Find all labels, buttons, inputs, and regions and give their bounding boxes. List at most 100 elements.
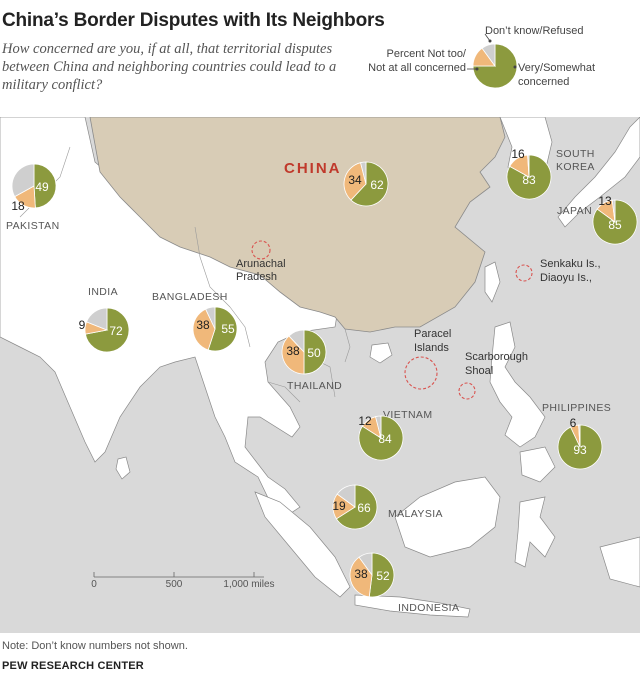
pie-indonesia: 52 38 bbox=[349, 552, 395, 598]
pie-japan-concerned-label: 85 bbox=[608, 218, 622, 232]
pie-philippines: 93 6 bbox=[557, 416, 603, 470]
label-philippines: PHILIPPINES bbox=[542, 402, 611, 414]
pie-vietnam-slice-dont-know bbox=[375, 415, 382, 439]
pie-china-slice-dont-know bbox=[360, 161, 367, 185]
pie-india-not-concerned-label: 9 bbox=[79, 318, 86, 332]
pie-philippines-not-concerned-label: 6 bbox=[570, 416, 577, 430]
pie-malaysia: 66 19 bbox=[332, 484, 378, 530]
land-taiwan bbox=[484, 261, 501, 303]
label-vietnam: VIETNAM bbox=[383, 409, 432, 421]
pie-vietnam-not-concerned-label: 12 bbox=[358, 414, 372, 428]
dispute-label-arunachal-1: Arunachal bbox=[236, 258, 286, 270]
scale-tick-1000: 1,000 miles bbox=[223, 579, 274, 590]
legend-concerned-2: concerned bbox=[518, 76, 569, 88]
pie-china: 62 34 bbox=[343, 161, 389, 207]
pie-china-not-concerned-label: 34 bbox=[348, 173, 362, 187]
pie-thailand-slice-dont-know bbox=[288, 329, 305, 354]
pie-thailand-not-concerned-label: 38 bbox=[286, 344, 300, 358]
pie-south-korea-slice-concerned bbox=[506, 154, 552, 200]
land-china bbox=[89, 117, 506, 333]
pie-indonesia-not-concerned-label: 38 bbox=[354, 567, 368, 581]
pie-japan-not-concerned-label: 13 bbox=[598, 194, 612, 208]
land-sulawesi bbox=[514, 496, 556, 568]
pie-pakistan: 49 18 bbox=[11, 163, 57, 213]
pie-vietnam-concerned-label: 84 bbox=[378, 432, 392, 446]
dispute-circle-paracel bbox=[404, 356, 438, 390]
dispute-label-senkaku-1: Senkaku Is., bbox=[540, 258, 601, 270]
dispute-markers bbox=[251, 240, 533, 400]
pie-bangladesh-concerned-label: 55 bbox=[221, 322, 235, 336]
label-japan: JAPAN bbox=[557, 205, 592, 217]
pie-pakistan-slice-concerned bbox=[33, 163, 57, 209]
pie-bangladesh-slice-dont-know bbox=[205, 306, 216, 330]
pie-india-slice-dont-know bbox=[86, 307, 108, 331]
pie-charts: 49 18 72 9 55 38 62 34 50 38 84 12 66 19 52 38 93 6 85 13 83… bbox=[11, 147, 638, 598]
label-indonesia: INDONESIA bbox=[398, 602, 459, 614]
land-newguinea bbox=[599, 536, 640, 588]
pie-malaysia-not-concerned-label: 19 bbox=[332, 499, 346, 513]
map: Arunachal Pradesh Senkaku Is., Diaoyu Is… bbox=[0, 117, 640, 633]
land-japan bbox=[557, 117, 640, 228]
dispute-circle-senkaku bbox=[515, 264, 533, 282]
legend-not-concerned-2: Not at all concerned bbox=[368, 62, 466, 74]
pie-philippines-slice-dont-know bbox=[578, 424, 581, 448]
land-mindanao bbox=[519, 446, 556, 483]
scale-bar: 0 500 1,000 miles bbox=[91, 572, 275, 590]
pie-thailand-slice-not-concerned bbox=[281, 335, 305, 375]
source: PEW RESEARCH CENTER bbox=[2, 660, 144, 672]
land-srilanka bbox=[115, 456, 131, 480]
dispute-label-scarborough-2: Shoal bbox=[465, 365, 493, 377]
pie-bangladesh-slice-not-concerned bbox=[192, 308, 216, 351]
pie-malaysia-concerned-label: 66 bbox=[357, 501, 371, 515]
dispute-circle-scarborough bbox=[458, 382, 476, 400]
land-java bbox=[354, 594, 471, 618]
dispute-label-paracel-1: Paracel bbox=[414, 328, 451, 340]
pie-south-korea-not-concerned-label: 16 bbox=[511, 147, 525, 161]
land-borneo bbox=[394, 476, 501, 558]
pie-malaysia-slice-concerned bbox=[335, 484, 378, 530]
pie-south-korea-slice-dont-know bbox=[527, 154, 530, 178]
pie-china-slice-concerned bbox=[350, 161, 389, 207]
pie-thailand: 50 38 bbox=[281, 329, 327, 375]
dispute-label-scarborough-1: Scarborough bbox=[465, 351, 528, 363]
legend-not-concerned-1: Percent Not too/ bbox=[387, 48, 467, 60]
pie-indonesia-slice-dont-know bbox=[358, 552, 373, 577]
scale-tick-500: 500 bbox=[166, 579, 183, 590]
pie-bangladesh-slice-concerned bbox=[207, 306, 238, 352]
legend: Don’t know/Refused Percent Not too/ Not … bbox=[340, 18, 640, 118]
label-bangladesh: BANGLADESH bbox=[152, 291, 228, 303]
legend-concerned-1: Very/Somewhat bbox=[518, 62, 595, 74]
map-svg: Arunachal Pradesh Senkaku Is., Diaoyu Is… bbox=[0, 117, 640, 633]
survey-question: How concerned are you, if at all, that t… bbox=[2, 41, 337, 93]
pie-pakistan-not-concerned-label: 18 bbox=[11, 199, 25, 213]
pie-pakistan-concerned-label: 49 bbox=[35, 180, 49, 194]
pie-japan: 85 13 bbox=[592, 194, 638, 245]
label-india: INDIA bbox=[88, 286, 118, 298]
pie-china-concerned-label: 62 bbox=[370, 178, 384, 192]
dispute-circle-arunachal bbox=[251, 240, 271, 260]
chart-title: China’s Border Disputes with Its Neighbo… bbox=[2, 10, 385, 31]
pie-bangladesh-not-concerned-label: 38 bbox=[196, 318, 210, 332]
pie-indonesia-slice-not-concerned bbox=[349, 556, 373, 598]
scale-tick-0: 0 bbox=[91, 579, 97, 590]
land-philippines bbox=[489, 321, 546, 448]
pie-thailand-slice-concerned bbox=[303, 329, 327, 375]
label-south-korea-2: KOREA bbox=[556, 161, 595, 173]
pie-thailand-concerned-label: 50 bbox=[307, 346, 321, 360]
pie-pakistan-slice-dont-know bbox=[11, 163, 35, 198]
land-hainan bbox=[369, 342, 393, 364]
pie-bangladesh: 55 38 bbox=[192, 306, 238, 352]
pie-philippines-concerned-label: 93 bbox=[573, 443, 587, 457]
legend-pie bbox=[472, 43, 518, 89]
pie-malaysia-slice-dont-know bbox=[336, 484, 356, 508]
label-malaysia: MALAYSIA bbox=[388, 508, 443, 520]
land-sumatra bbox=[254, 491, 351, 598]
pie-vietnam: 84 12 bbox=[358, 414, 404, 461]
label-south-korea-1: SOUTH bbox=[556, 148, 595, 160]
pie-south-korea: 83 16 bbox=[506, 147, 552, 200]
pie-indonesia-concerned-label: 52 bbox=[376, 569, 390, 583]
pie-japan-slice-dont-know bbox=[611, 199, 616, 223]
dispute-label-paracel-2: Islands bbox=[414, 342, 449, 354]
dispute-label-senkaku-2: Diaoyu Is., bbox=[540, 272, 592, 284]
pie-south-korea-concerned-label: 83 bbox=[522, 173, 536, 187]
